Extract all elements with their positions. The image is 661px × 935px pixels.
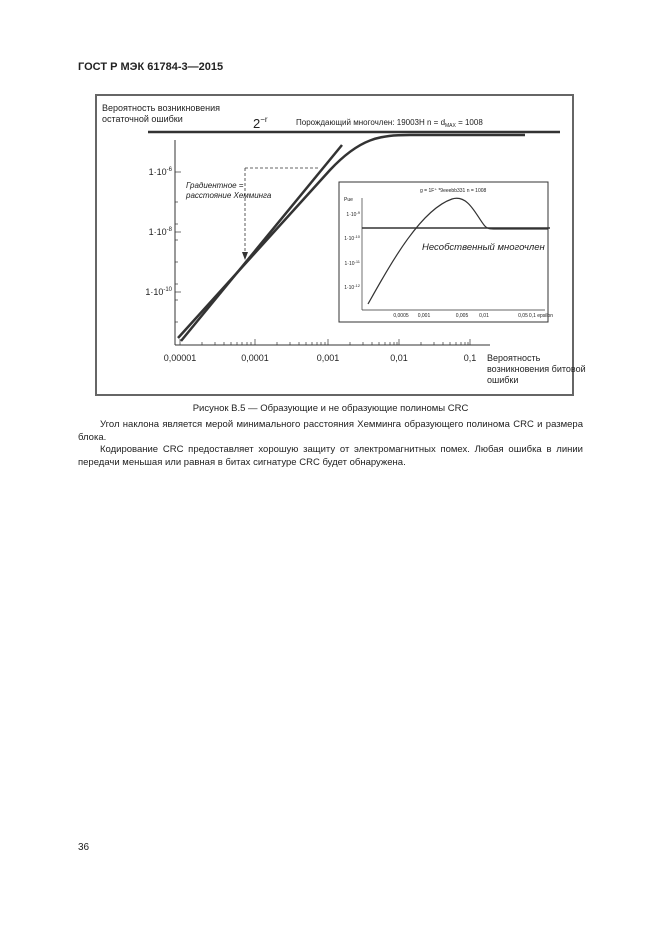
figure: Вероятность возникновения остаточной оши… [95, 94, 586, 396]
y-tick-mantissa: 1·10 [145, 287, 163, 297]
x-axis-label: возникновения битовой [487, 364, 586, 374]
header-title: ГОСТ Р МЭК 61784-3—2015 [78, 61, 224, 73]
x-tick-label: 0,1 [464, 353, 477, 363]
inset-y-tick: 1·10-11 [345, 259, 361, 267]
y-tick-label: 1·10-8 [149, 227, 173, 237]
inset-y-tick: 1·10-10 [344, 234, 361, 242]
y-tick-mantissa: 1·10 [149, 167, 167, 177]
inset-label: Несобственный многочлен [422, 242, 545, 253]
x-axis-label: ошибки [487, 375, 518, 385]
x-axis-label: Вероятность [487, 353, 541, 363]
figure-caption: Рисунок В.5 — Образующие и не образующие… [192, 403, 469, 414]
generator-label: Порождающий многочлен: 19003Н n = dMAX =… [296, 118, 483, 129]
annotation-arrow [242, 252, 248, 260]
generator-value: = 1008 [456, 118, 483, 127]
annotation: Градиентное = [186, 181, 244, 190]
y-tick-mantissa: 1·10 [149, 227, 167, 237]
page-number: 36 [78, 842, 90, 853]
y-tick-exponent: -8 [167, 227, 173, 233]
paragraph: Угол наклона является мерой минимального… [78, 419, 583, 443]
inset-x-tick: 0,01 [479, 313, 489, 319]
inset-y-tick-exponent: -11 [355, 259, 361, 264]
x-tick-label: 0,0001 [241, 353, 269, 363]
limit-label: 2−r [253, 115, 268, 131]
generator-subscript: MAX [445, 123, 457, 129]
inset-y-tick-mantissa: 1·10 [345, 261, 355, 267]
inset-y-tick: 1·10-12 [344, 283, 361, 291]
y-tick-exponent: -10 [163, 287, 172, 293]
hamming-line [180, 144, 343, 342]
annotation-leader [244, 167, 320, 258]
inset-x-tick: 0,001 [418, 313, 431, 319]
inset-x-tick: 0,05 [518, 313, 528, 319]
y-minor-ticks [175, 171, 181, 323]
inset-y-tick: 1·10-9 [346, 210, 360, 218]
y-tick-exponent: -6 [167, 167, 173, 173]
y-axis-label: Вероятность возникновения [102, 103, 220, 113]
inset-curve [367, 197, 548, 305]
y-tick-label: 1·10-6 [149, 167, 173, 177]
y-axis-label: остаточной ошибки [102, 114, 183, 124]
annotation: расстояние Хемминга [185, 191, 272, 200]
x-tick-label: 0,001 [317, 353, 340, 363]
limit-exponent: −r [260, 115, 268, 124]
inset-y-label: Pue [344, 197, 353, 203]
inset-y-tick-exponent: -12 [354, 283, 361, 288]
x-tick-label: 0,01 [390, 353, 408, 363]
x-minor-ticks [179, 339, 471, 345]
inset-x-tick: 0,0005 [393, 313, 409, 319]
inset-title: g = 1F⁺ *9eeebb331 n = 1008 [420, 188, 487, 194]
inset-y-tick-mantissa: 1·10 [344, 285, 354, 291]
inset-y-tick-exponent: -9 [356, 210, 360, 215]
crc-curve [177, 133, 525, 339]
inset-frame [338, 181, 549, 323]
limit-base: 2 [253, 116, 260, 131]
paragraph: Кодирование CRC предоставляет хорошую за… [78, 444, 583, 468]
inset-y-tick-mantissa: 1·10 [344, 236, 354, 242]
generator-text: Порождающий многочлен: 19003Н n = d [296, 118, 445, 127]
inset-y-tick-exponent: -10 [354, 234, 361, 239]
inset-y-tick-mantissa: 1·10 [346, 212, 356, 218]
y-tick-label: 1·10-10 [145, 287, 172, 297]
inset-x-tick: 0,005 [456, 313, 469, 319]
x-tick-label: 0,00001 [164, 353, 197, 363]
inset-x-tick: 0,1 epsilon [529, 313, 553, 319]
